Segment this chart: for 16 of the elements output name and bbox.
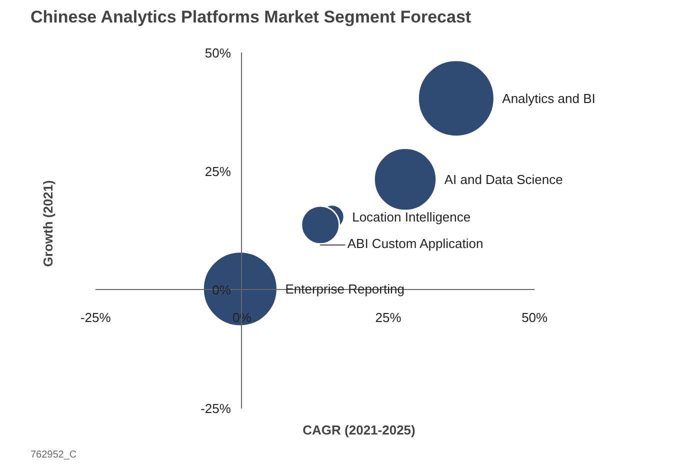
y-tick-label: 50%: [204, 45, 232, 60]
chart-title: Chinese Analytics Platforms Market Segment Forecast: [30, 8, 472, 26]
text: 762952_C: [30, 450, 77, 460]
y-axis-title: Growth (2021): [40, 180, 56, 267]
series-label: Location Intelligence: [352, 209, 471, 224]
x-tick-label: 50%: [522, 310, 548, 325]
x-tick-label: 0%: [232, 310, 252, 325]
y-tick-label: -25%: [200, 400, 232, 416]
y-tick-label: 0%: [212, 282, 232, 298]
y-tick-label: 25%: [204, 164, 232, 179]
x-axis-title: CAGR (2021-2025): [302, 422, 416, 438]
x-tick-label: 25%: [375, 310, 402, 325]
x-tick-label: -25%: [80, 310, 112, 325]
series-label: ABI Custom Application: [347, 236, 484, 251]
series-label: Analytics and BI: [502, 90, 596, 106]
series-label: AI and Data Science: [444, 172, 563, 187]
